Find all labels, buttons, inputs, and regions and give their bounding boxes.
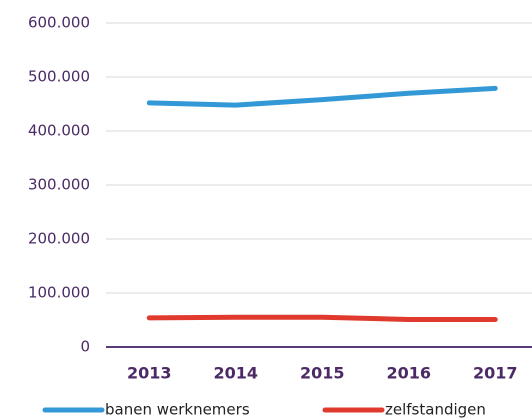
x-tick-label: 2016 [386,364,431,383]
series-line [146,85,498,108]
y-tick-label: 200.000 [28,230,90,248]
x-tick-label: 2014 [213,364,258,383]
legend-label: banen werknemers [105,401,250,419]
y-tick-label: 300.000 [28,176,90,194]
y-tick-label: 600.000 [28,14,90,32]
x-tick-label: 2015 [300,364,345,383]
legend-label: zelfstandigen [385,401,486,419]
y-tick-label: 500.000 [28,68,90,86]
y-tick-label: 100.000 [28,284,90,302]
x-tick-label: 2017 [473,364,518,383]
y-tick-label: 0 [80,338,90,356]
y-tick-label: 400.000 [28,122,90,140]
x-tick-label: 2013 [127,364,172,383]
series-line [146,314,498,322]
